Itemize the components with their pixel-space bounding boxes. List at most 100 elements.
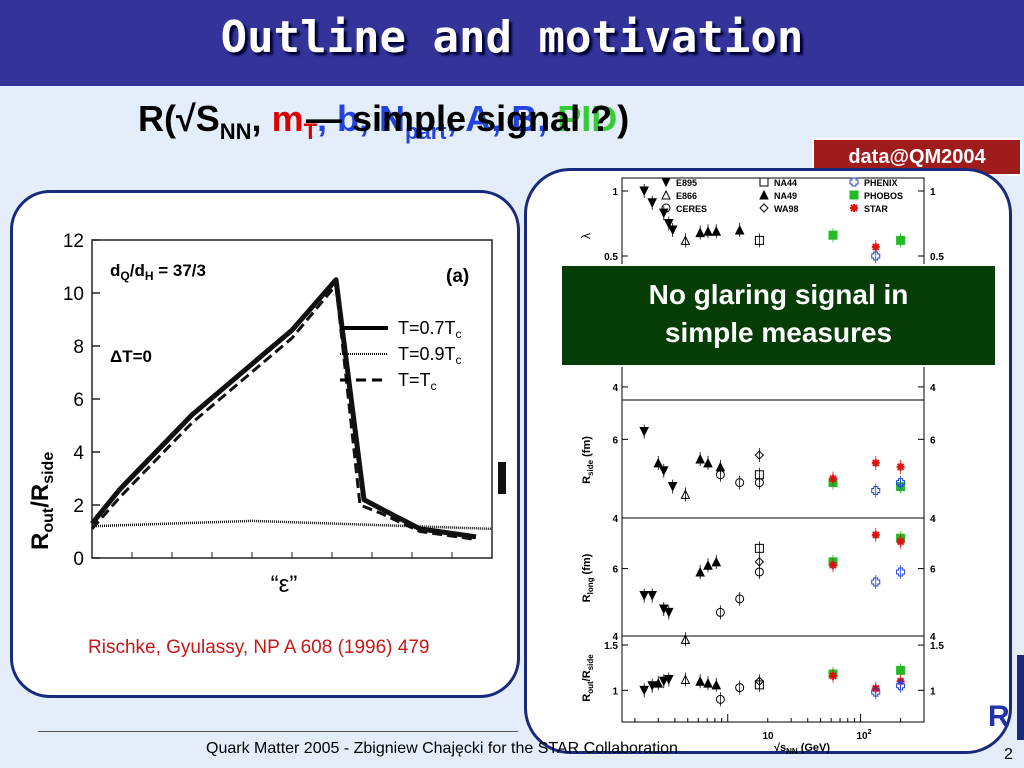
hbt-point-star bbox=[871, 458, 880, 467]
theory-annotation-dt: ΔT=0 bbox=[110, 347, 152, 366]
hbt-point-phenix bbox=[871, 687, 881, 697]
hbt-point-phobos bbox=[896, 235, 906, 245]
hbt-point-e895 bbox=[647, 591, 658, 601]
ylabel-ratio-r1: R bbox=[581, 694, 593, 702]
theory-ytick-label: 12 bbox=[63, 231, 84, 252]
hbt-point-e895 bbox=[639, 591, 649, 601]
hbt-point-e866 bbox=[680, 235, 691, 245]
hbt-ytick-label-right: 4 bbox=[930, 632, 936, 643]
hbt-point-na44 bbox=[754, 543, 764, 553]
ylabel-rlong: Rlong (fm) bbox=[581, 553, 595, 602]
hbt-point-na49 bbox=[695, 676, 705, 686]
hbt-legend-marker-phenix bbox=[849, 177, 859, 187]
footer-divider bbox=[38, 731, 518, 732]
theory-ylabel: Rout/Rside bbox=[27, 452, 57, 550]
hbt-point-na49 bbox=[695, 453, 705, 464]
hbt-point-e895 bbox=[658, 466, 669, 476]
subtitle-t-sub: T bbox=[303, 119, 318, 145]
theory-ytick-label: 8 bbox=[73, 337, 84, 358]
hbt-ytick-label: 0.5 bbox=[604, 252, 618, 263]
hbt-ytick-label-right: 6 bbox=[930, 565, 936, 576]
legend-07-sub: c bbox=[456, 327, 462, 341]
hbt-ytick-label: 6 bbox=[612, 565, 618, 576]
legend-star: STAR bbox=[864, 204, 888, 214]
hbt-point-e895 bbox=[663, 219, 674, 229]
legend-phobos: PHOBOS bbox=[864, 191, 903, 201]
footer-text: Quark Matter 2005 - Zbigniew Chajęcki fo… bbox=[206, 740, 678, 757]
legend-tc-main: T=T bbox=[398, 370, 431, 390]
hbt-legend: E895 E866 CERES NA44 NA49 WA98 PHENIX PH… bbox=[676, 178, 903, 214]
hbt-point-na44 bbox=[754, 235, 764, 245]
hbt-point-na49 bbox=[734, 224, 745, 235]
ylabel-rside: Rside (fm) bbox=[581, 436, 595, 484]
hbt-ytick-label-right: 4 bbox=[930, 514, 936, 525]
theory-xlabel: “ε” bbox=[271, 571, 298, 598]
hbt-point-e895 bbox=[647, 198, 658, 208]
legend-wa98: WA98 bbox=[774, 204, 799, 214]
theory-chart-marks: 0 2 4 6 8 10 12 bbox=[63, 231, 493, 570]
hbt-xtick-100: 102 bbox=[856, 729, 871, 742]
hbt-point-wa98 bbox=[754, 557, 765, 567]
logo-strip bbox=[1017, 655, 1024, 740]
hbt-ytick-label: 1 bbox=[612, 187, 618, 198]
hbt-point-ceres bbox=[715, 470, 725, 480]
hbt-point-wa98 bbox=[754, 450, 765, 460]
hbt-point-phenix bbox=[871, 485, 881, 495]
page-number: 2 bbox=[1004, 746, 1013, 763]
hbt-point-na49 bbox=[695, 566, 705, 577]
hbt-point-wa98 bbox=[754, 676, 765, 686]
hbt-point-e895 bbox=[658, 676, 669, 687]
ann-eq: = 37/3 bbox=[154, 261, 206, 280]
hbt-point-star bbox=[871, 242, 880, 251]
theory-ylabel-slash: /R bbox=[27, 484, 54, 508]
legend-phenix: PHENIX bbox=[864, 178, 898, 188]
theory-annotation-a: (a) bbox=[446, 266, 469, 287]
hbt-point-na49 bbox=[711, 556, 722, 567]
callout-box: No glaring signal in simple measures bbox=[560, 264, 997, 367]
theory-plot-frame bbox=[91, 239, 493, 559]
ann-d1: d bbox=[110, 261, 120, 280]
hbt-point-phobos bbox=[896, 665, 906, 675]
hbt-panel-frame-ratio bbox=[621, 635, 925, 723]
hbt-point-ceres bbox=[735, 683, 745, 693]
theory-ylabel-r1: R bbox=[27, 533, 54, 550]
hbt-point-e895 bbox=[663, 674, 674, 685]
hbt-legend-marker-e895 bbox=[661, 177, 671, 188]
legend-label-tc: T=Tc bbox=[398, 370, 437, 393]
subtitle-prefix: R(√S bbox=[138, 98, 220, 139]
subtitle-mid: , b, N bbox=[317, 98, 406, 139]
hbt-point-ceres bbox=[715, 607, 725, 617]
hbt-point-star bbox=[829, 561, 838, 570]
legend-09-sub: c bbox=[456, 353, 462, 367]
hbt-point-e866 bbox=[680, 634, 691, 644]
hbt-ytick-label-right: 4 bbox=[930, 383, 936, 394]
subtitle: R(√SNN, mT, b, Npart, A, B, PID) — simpl… bbox=[138, 98, 778, 154]
hbt-point-e866 bbox=[680, 674, 691, 684]
ylabel-rside-r: R bbox=[581, 476, 593, 484]
hbt-ytick-label: 1 bbox=[612, 686, 618, 697]
legend-ceres: CERES bbox=[676, 204, 707, 214]
hbt-point-e895 bbox=[667, 225, 678, 236]
hbt-ytick-label-right: 1 bbox=[930, 686, 936, 697]
hbt-point-phenix bbox=[871, 251, 881, 261]
ylabel-lambda: λ bbox=[579, 233, 593, 239]
hbt-legend-marker-na44 bbox=[759, 177, 769, 187]
hbt-ytick-label-right: 1 bbox=[930, 187, 936, 198]
rout-rside-theory-chart: 0 2 4 6 8 10 12 “ε” Rout/Rside dQ/dH = 37/3 (a… bbox=[27, 231, 493, 598]
subtitle-close: ) bbox=[617, 98, 630, 139]
hbt-point-e895 bbox=[639, 685, 649, 696]
hbt-point-e895 bbox=[658, 208, 669, 219]
hbt-point-star bbox=[896, 462, 905, 471]
hbt-point-ceres bbox=[735, 478, 745, 488]
theory-legend: T=0.7Tc T=0.9Tc T=Tc bbox=[340, 318, 462, 393]
hbt-point-e895 bbox=[663, 607, 674, 618]
ylabel-ratio-side: side bbox=[586, 654, 595, 671]
hbt-point-e895 bbox=[667, 482, 678, 492]
callout-line-2: simple measures bbox=[664, 317, 893, 348]
hbt-point-phenix bbox=[871, 577, 881, 587]
hbt-xtick-10: 10 bbox=[762, 731, 774, 742]
hbt-chart-marks: 1 1 0.5 0.5 4 4 4 4 6 6 4 4 6 6 1 1 1.5 1.5 bbox=[604, 177, 944, 723]
ylabel-rside-unit: (fm) bbox=[581, 436, 593, 460]
hbt-point-phenix bbox=[896, 567, 906, 577]
legend-07-main: T=0.7T bbox=[398, 318, 456, 338]
